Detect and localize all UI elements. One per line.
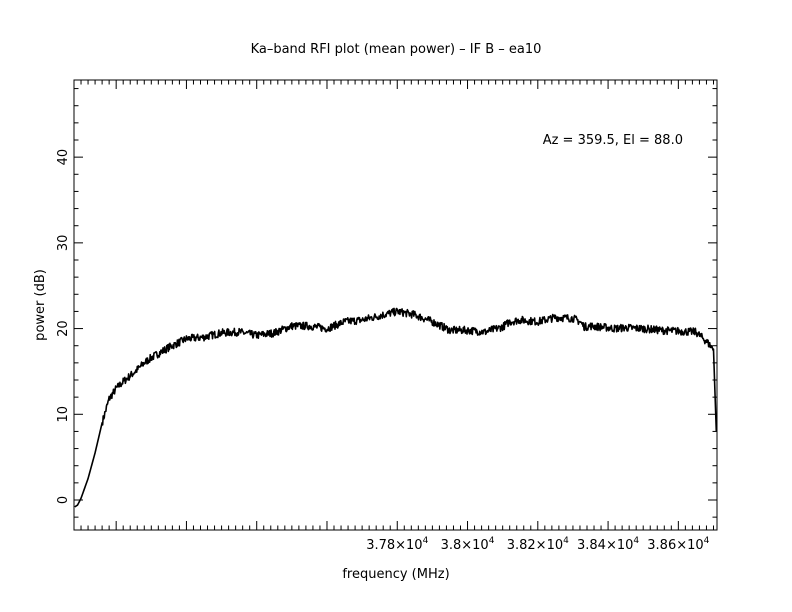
x-tick-label: 3.86×104 (647, 536, 709, 553)
az-el-annotation: Az = 359.5, El = 88.0 (543, 133, 683, 148)
plot-frame (73, 79, 718, 531)
x-tick-label: 3.84×104 (577, 536, 639, 553)
x-tick-label: 3.8×104 (441, 536, 495, 553)
chart-title: Ka–band RFI plot (mean power) – IF B – e… (251, 42, 542, 57)
x-axis-label: frequency (MHz) (342, 567, 449, 582)
y-tick-label: 20 (56, 320, 71, 337)
x-tick-labels: 3.78×104 3.8×104 3.82×104 3.84×104 3.86×104 (366, 536, 709, 553)
axis-ticks (73, 80, 717, 530)
x-tick-label: 3.82×104 (507, 536, 569, 553)
y-tick-label: 40 (56, 149, 71, 166)
series-line-power (74, 307, 718, 508)
x-tick-label: 3.78×104 (366, 536, 428, 553)
y-tick-label: 0 (56, 496, 71, 504)
y-tick-labels: 0 10 20 30 40 (56, 149, 71, 504)
y-tick-label: 10 (56, 406, 71, 423)
y-tick-label: 30 (56, 235, 71, 252)
y-axis-label: power (dB) (33, 269, 48, 341)
